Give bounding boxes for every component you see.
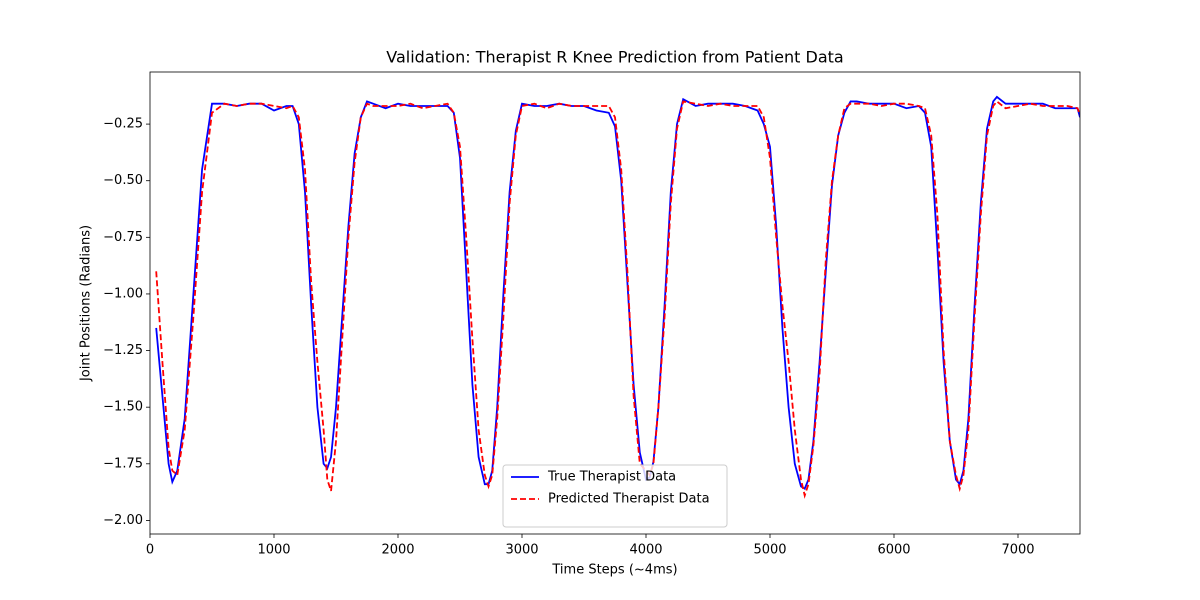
- y-tick-label: −1.00: [103, 286, 143, 301]
- y-tick-label: −1.75: [103, 456, 143, 471]
- legend: True Therapist Data Predicted Therapist D…: [502, 464, 728, 528]
- x-tick-label: 5000: [753, 543, 786, 558]
- y-axis-label: Joint Positions (Radians): [79, 225, 94, 382]
- x-tick-label: 7000: [1001, 543, 1034, 558]
- x-tick-label: 0: [146, 543, 154, 558]
- plot-frame: [149, 71, 1081, 535]
- y-tick-label: −1.50: [103, 400, 143, 415]
- legend-box: [502, 464, 728, 528]
- x-tick-label: 3000: [505, 543, 538, 558]
- y-tick-label: −0.25: [103, 117, 143, 132]
- x-tick-label: 4000: [629, 543, 662, 558]
- x-tick-label: 1000: [257, 543, 290, 558]
- legend-label: True Therapist Data: [547, 470, 676, 485]
- y-tick-label: −0.50: [103, 173, 143, 188]
- x-tick-label: 2000: [381, 543, 414, 558]
- legend-label: Predicted Therapist Data: [548, 492, 710, 507]
- y-tick-label: −1.25: [103, 343, 143, 358]
- y-tick-label: −2.00: [103, 513, 143, 528]
- x-tick-label: 6000: [877, 543, 910, 558]
- x-axis-label: Time Steps (~4ms): [551, 563, 677, 578]
- y-tick-label: −0.75: [103, 230, 143, 245]
- chart-title: Validation: Therapist R Knee Prediction …: [386, 48, 843, 67]
- data-line: [155, 100, 1080, 499]
